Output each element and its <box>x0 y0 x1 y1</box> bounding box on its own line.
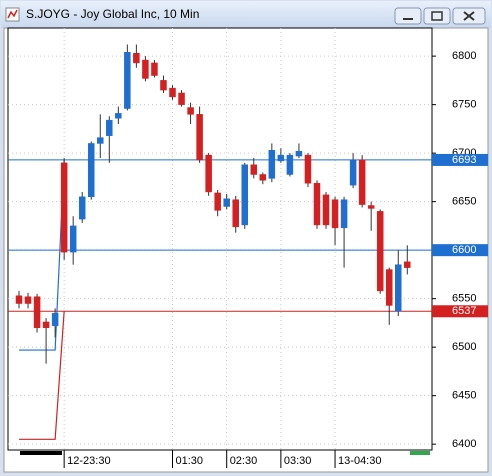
candle-body <box>124 52 131 109</box>
level-label: 6600 <box>452 244 476 256</box>
candle-body <box>232 199 239 228</box>
level-label: 6537 <box>452 305 476 317</box>
candle-body <box>349 159 357 186</box>
y-tick-label: 6500 <box>452 341 476 353</box>
candle-body <box>196 114 203 161</box>
candle-body <box>313 182 321 226</box>
candle-body <box>187 107 194 115</box>
x-tick-label: 13-04:30 <box>338 455 381 467</box>
candle-body <box>385 269 393 306</box>
window-buttons[interactable] <box>394 7 486 25</box>
candle-body <box>115 113 122 119</box>
level-label-box <box>432 305 488 318</box>
candle-body <box>87 143 95 198</box>
candle-body <box>241 164 248 226</box>
y-tick-label: 6650 <box>452 196 476 208</box>
candle-body <box>277 154 285 162</box>
step-line <box>19 311 65 440</box>
candle-body <box>78 196 86 220</box>
x-tick-label: 02:30 <box>230 455 258 467</box>
candle-body <box>97 137 104 144</box>
candle-body <box>24 296 32 304</box>
candle-body <box>160 80 167 91</box>
candle-body <box>250 164 258 175</box>
candle-body <box>367 205 375 209</box>
candle-body <box>395 264 402 312</box>
plot-layer: 64006450650065506600665067006750680012-2… <box>8 28 488 468</box>
scroll-strip <box>20 451 62 455</box>
candle-body <box>15 295 23 304</box>
y-tick-label: 6800 <box>452 50 476 62</box>
plot-area <box>7 27 433 451</box>
candle-body <box>60 162 68 253</box>
candle-body <box>404 261 411 268</box>
candle-body <box>304 154 312 184</box>
candle-body <box>331 199 339 229</box>
y-tick-label: 6450 <box>452 390 476 402</box>
candle-body <box>69 225 77 253</box>
candle-body <box>376 211 384 292</box>
candle-body <box>205 154 212 193</box>
candle-body <box>358 159 366 205</box>
candle-body <box>151 62 158 76</box>
scroll-strip-end <box>410 451 430 455</box>
candle-body <box>106 119 113 136</box>
candle-body <box>178 92 185 105</box>
window-icon <box>5 7 20 22</box>
candle-body <box>169 87 176 98</box>
x-tick-label: 03:30 <box>284 455 312 467</box>
x-tick-label: 01:30 <box>176 455 204 467</box>
candle-body <box>51 312 59 327</box>
candle-body <box>322 194 330 226</box>
y-tick-label: 6750 <box>452 99 476 111</box>
candle-body <box>33 296 41 329</box>
level-label-box <box>432 244 488 257</box>
level-label-box <box>432 153 488 166</box>
candle-body <box>259 174 267 181</box>
y-tick-label: 6550 <box>452 293 476 305</box>
candle-body <box>268 149 276 179</box>
candle-body <box>142 59 149 79</box>
level-label: 6693 <box>452 154 476 166</box>
candle-body <box>214 192 221 211</box>
y-tick-label: 6400 <box>452 438 476 450</box>
candle-body <box>42 321 50 329</box>
x-tick-label: 12-23:30 <box>67 455 110 467</box>
candle-body <box>223 198 230 207</box>
candle-body <box>295 150 303 157</box>
candle-body <box>133 52 140 64</box>
candle-body <box>340 199 348 229</box>
candle-body <box>286 154 294 175</box>
chart-title: S.JOYG - Joy Global Inc, 10 Min <box>26 7 199 21</box>
